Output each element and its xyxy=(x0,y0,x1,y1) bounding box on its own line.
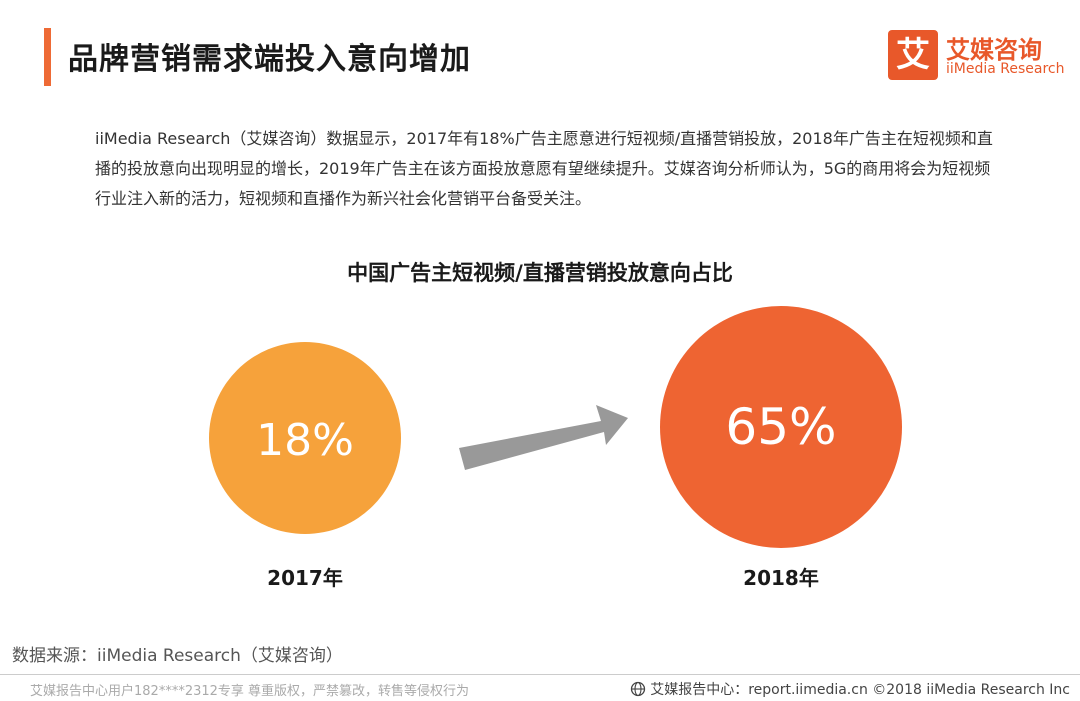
logo-cn-text: 艾媒咨询 xyxy=(946,36,1042,64)
title-accent-bar xyxy=(44,28,51,86)
footer-divider xyxy=(0,674,1080,675)
logo-en-text: iiMedia Research xyxy=(946,61,1065,77)
footer-site-info: 艾媒报告中心：report.iimedia.cn ©2018 iiMedia R… xyxy=(630,679,1070,699)
brand-logo: 艾 艾媒咨询 iiMedia Research xyxy=(888,30,1068,80)
logo-mark-icon: 艾 xyxy=(888,30,938,80)
chart-title: 中国广告主短视频/直播营销投放意向占比 xyxy=(347,261,733,285)
category-label-1: 2018年 xyxy=(743,566,819,590)
bubble-value-label-1: 65% xyxy=(725,398,836,456)
trend-arrow-icon xyxy=(459,405,628,470)
footer-copyright-notice: 艾媒报告中心用户182****2312专享 尊重版权，严禁篡改，转售等侵权行为 xyxy=(30,684,470,699)
globe-icon xyxy=(631,681,646,697)
description-paragraph: iiMedia Research（艾媒咨询）数据显示，2017年有18%广告主愿… xyxy=(95,129,993,208)
bubble-0 xyxy=(209,342,401,534)
bubble-1 xyxy=(660,306,902,548)
footer-site-text: 艾媒报告中心：report.iimedia.cn ©2018 iiMedia R… xyxy=(650,682,1070,698)
page-title: 品牌营销需求端投入意向增加 xyxy=(68,42,471,77)
source-note: 数据来源：iiMedia Research（艾媒咨询） xyxy=(12,646,343,666)
category-label-0: 2017年 xyxy=(267,566,343,590)
bubble-value-label-0: 18% xyxy=(256,415,354,466)
